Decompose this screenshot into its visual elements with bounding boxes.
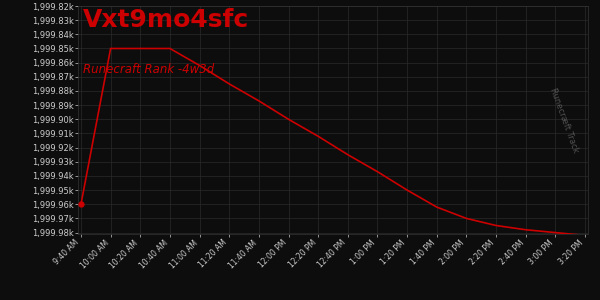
- Text: Runecræft Track: Runecræft Track: [548, 86, 580, 154]
- Text: Runecraft Rank -4w3d: Runecraft Rank -4w3d: [83, 63, 214, 76]
- Text: Vxt9mo4sfc: Vxt9mo4sfc: [83, 8, 250, 32]
